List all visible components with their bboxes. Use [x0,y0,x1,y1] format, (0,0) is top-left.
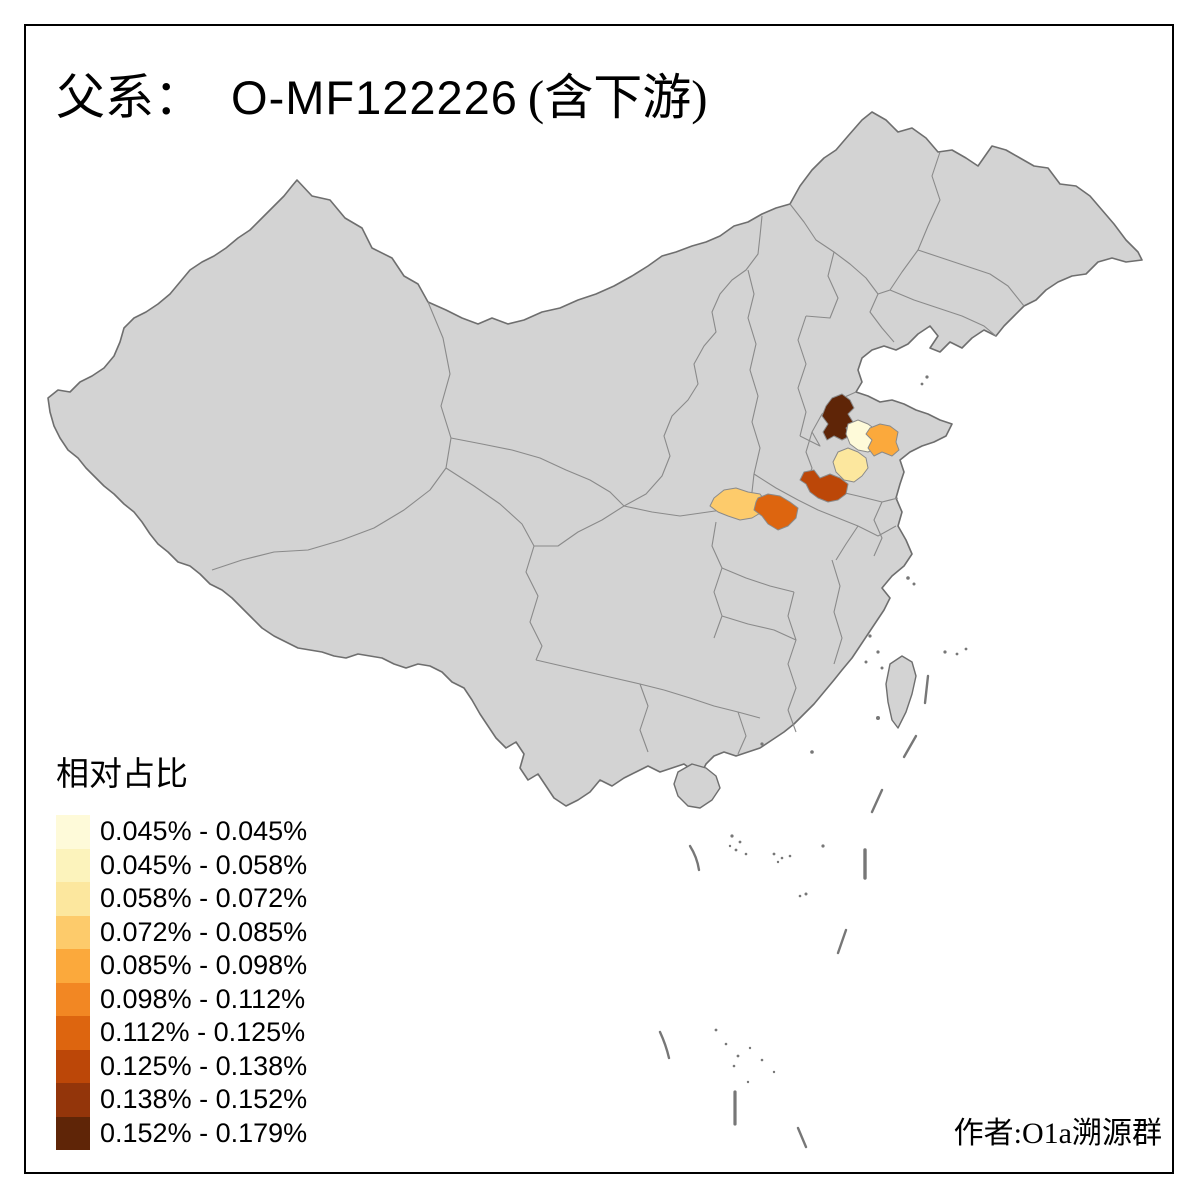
legend-swatch [56,848,90,882]
title-haplogroup-id: O-MF122226 [231,71,518,124]
map-region-4-pale-yellow [832,447,869,483]
legend-row: 0.045% - 0.045% [56,815,307,849]
legend-row: 0.112% - 0.125% [56,1016,307,1050]
legend-swatch [56,1083,90,1117]
legend: 相对占比 0.045% - 0.045% 0.045% - 0.058% 0.0… [56,747,307,1150]
legend-label: 0.085% - 0.098% [100,950,308,981]
legend-row: 0.152% - 0.179% [56,1116,308,1150]
legend-row: 0.138% - 0.152% [56,1083,307,1117]
legend-row: 0.045% - 0.058% [56,848,308,882]
legend-swatch [56,1016,90,1050]
legend-swatch [56,982,90,1016]
sea-islets [714,834,825,1084]
province-borders [211,151,1025,755]
legend-swatch [56,882,90,916]
title-suffix: (含下游) [527,70,708,125]
legend-label: 0.112% - 0.125% [100,1017,306,1048]
author-credit: 作者:O1a溯源群 [953,1117,1162,1150]
taiwan-island [885,655,917,729]
legend-row: 0.085% - 0.098% [56,949,307,983]
legend-rows: 0.045% - 0.045% 0.045% - 0.058% 0.058% -… [56,815,307,1150]
coastal-islets [760,375,968,754]
hainan-island [673,763,721,809]
legend-label: 0.152% - 0.179% [100,1117,308,1148]
legend-label: 0.045% - 0.045% [100,816,308,847]
legend-swatch [56,915,90,949]
legend-swatch [56,949,90,983]
legend-row: 0.125% - 0.138% [56,1049,308,1083]
legend-row: 0.098% - 0.112% [56,982,307,1016]
map-region-3-coastal-orange [865,423,900,457]
legend-swatch [56,815,90,849]
legend-title: 相对占比 [56,757,188,793]
legend-label: 0.072% - 0.085% [100,916,308,947]
colored-regions [709,393,900,531]
legend-swatch [56,1116,90,1150]
legend-swatch [56,1049,90,1083]
legend-label: 0.058% - 0.072% [100,883,308,914]
legend-label: 0.045% - 0.058% [100,849,308,880]
map-region-7-strong-orange [753,493,799,531]
legend-row: 0.072% - 0.085% [56,915,308,949]
legend-label: 0.125% - 0.138% [100,1050,308,1081]
islands [673,655,917,809]
map-region-1-darkest [821,393,855,441]
nine-dash-line [658,674,930,1149]
legend-row: 0.058% - 0.072% [56,882,307,916]
legend-label: 0.098% - 0.112% [100,983,306,1014]
legend-label: 0.138% - 0.152% [100,1084,308,1115]
map-region-5-dark-orange [799,469,849,503]
map-title: 父系： O-MF122226 (含下游) [56,58,708,129]
china-mainland [47,111,1143,807]
title-prefix: 父系： [56,70,204,125]
